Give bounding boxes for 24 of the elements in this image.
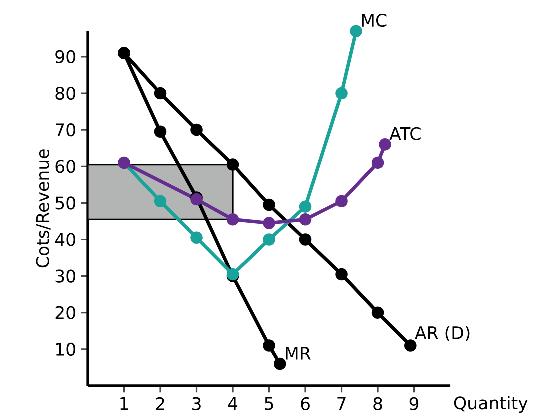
series-label: MC <box>362 14 387 28</box>
y-tick-label: 20 <box>56 306 76 320</box>
x-tick-label: 6 <box>301 398 310 411</box>
x-tick-label: 4 <box>228 398 238 410</box>
y-tick-label: 70 <box>56 124 76 137</box>
y-axis-title: Cots/Revenue <box>36 150 51 268</box>
series-label: MR <box>286 347 311 360</box>
x-tick-label: 8 <box>374 398 382 411</box>
x-tick-label: 9 <box>410 398 419 411</box>
y-tick-label: 40 <box>55 233 76 246</box>
y-tick-label: 60 <box>56 160 76 174</box>
y-tick-label: 80 <box>56 87 76 100</box>
series-label: ATC <box>390 127 421 141</box>
y-tick-label: 90 <box>56 50 76 64</box>
y-tick-label: 50 <box>56 196 76 210</box>
y-tick-label: 10 <box>56 343 76 356</box>
y-tick-label: 30 <box>56 270 76 284</box>
x-tick-label: 3 <box>192 398 201 411</box>
x-axis-title: Quantity <box>454 396 528 414</box>
x-tick-label: 1 <box>120 398 128 410</box>
x-tick-label: 2 <box>156 398 164 410</box>
x-tick-label: 7 <box>338 398 346 410</box>
x-tick-label: 5 <box>265 398 274 410</box>
series-label: AR (D) <box>415 326 470 342</box>
